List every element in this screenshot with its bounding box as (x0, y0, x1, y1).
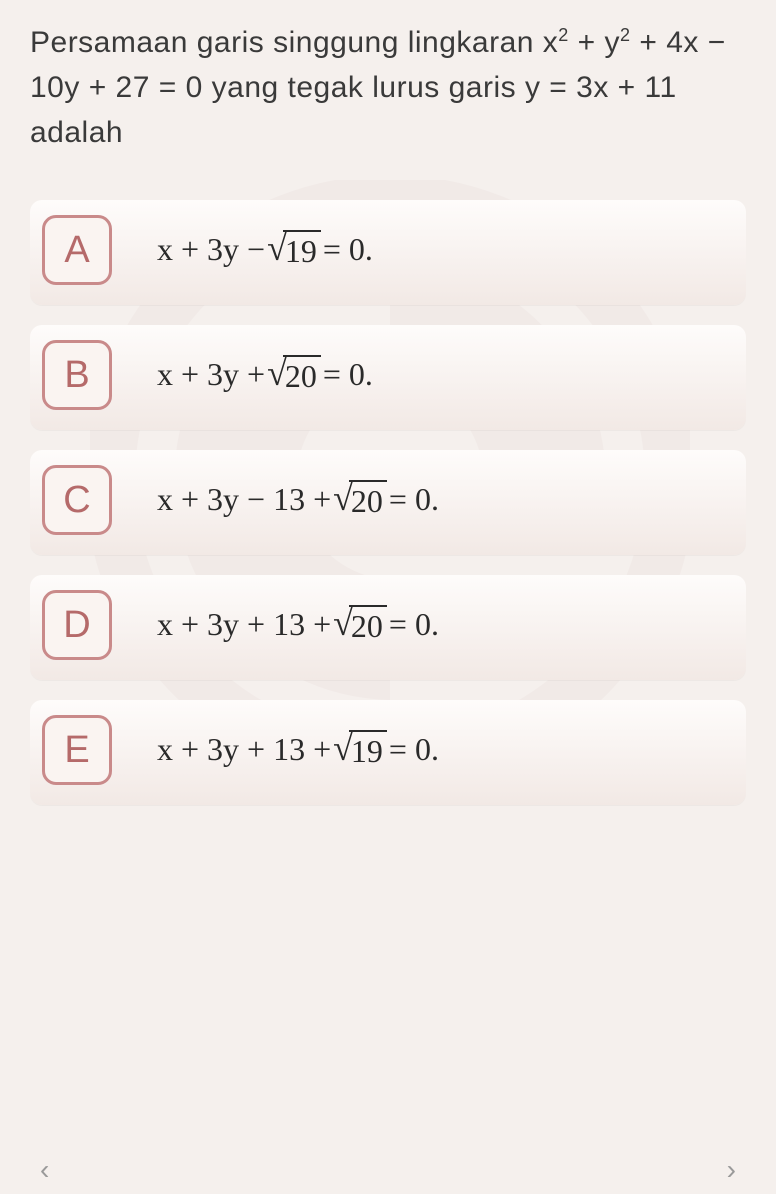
option-prefix: x + 3y − (157, 231, 265, 268)
option-e[interactable]: E x + 3y + 13 + √19 = 0. (30, 715, 746, 785)
option-a[interactable]: A x + 3y − √19 = 0. (30, 215, 746, 285)
option-letter-a: A (42, 215, 112, 285)
question-part1: Persamaan garis singgung lingkaran x (30, 26, 558, 59)
option-text-b: x + 3y + √20 = 0. (157, 355, 373, 395)
nav-arrows: ‹ › (40, 1154, 736, 1186)
sqrt-value: 19 (283, 230, 321, 270)
option-card (30, 200, 746, 305)
option-d[interactable]: D x + 3y + 13 + √20 = 0. (30, 590, 746, 660)
option-card (30, 325, 746, 430)
option-text-a: x + 3y − √19 = 0. (157, 230, 373, 270)
option-suffix: = 0. (389, 481, 439, 518)
prev-arrow-icon[interactable]: ‹ (40, 1154, 49, 1186)
question-sup1: 2 (558, 25, 569, 45)
question-part2: + y (569, 26, 620, 59)
option-text-e: x + 3y + 13 + √19 = 0. (157, 730, 439, 770)
option-text-c: x + 3y − 13 + √20 = 0. (157, 480, 439, 520)
sqrt-value: 20 (349, 605, 387, 645)
option-prefix: x + 3y − 13 + (157, 481, 331, 518)
option-prefix: x + 3y + 13 + (157, 731, 331, 768)
option-c[interactable]: C x + 3y − 13 + √20 = 0. (30, 465, 746, 535)
sqrt-icon: √19 (267, 230, 321, 270)
option-text-d: x + 3y + 13 + √20 = 0. (157, 605, 439, 645)
option-b[interactable]: B x + 3y + √20 = 0. (30, 340, 746, 410)
sqrt-value: 20 (349, 480, 387, 520)
sqrt-icon: √19 (333, 730, 387, 770)
option-prefix: x + 3y + (157, 356, 265, 393)
option-suffix: = 0. (323, 356, 373, 393)
sqrt-icon: √20 (333, 480, 387, 520)
next-arrow-icon[interactable]: › (727, 1154, 736, 1186)
option-prefix: x + 3y + 13 + (157, 606, 331, 643)
sqrt-value: 19 (349, 730, 387, 770)
option-suffix: = 0. (323, 231, 373, 268)
sqrt-icon: √20 (333, 605, 387, 645)
option-letter-e: E (42, 715, 112, 785)
sqrt-value: 20 (283, 355, 321, 395)
options-list: A x + 3y − √19 = 0. B x + 3y + √20 = 0. … (30, 215, 746, 785)
sqrt-icon: √20 (267, 355, 321, 395)
option-letter-b: B (42, 340, 112, 410)
option-suffix: = 0. (389, 606, 439, 643)
question-sup2: 2 (620, 25, 631, 45)
option-suffix: = 0. (389, 731, 439, 768)
option-letter-c: C (42, 465, 112, 535)
option-letter-d: D (42, 590, 112, 660)
question-text: Persamaan garis singgung lingkaran x2 + … (30, 20, 746, 155)
